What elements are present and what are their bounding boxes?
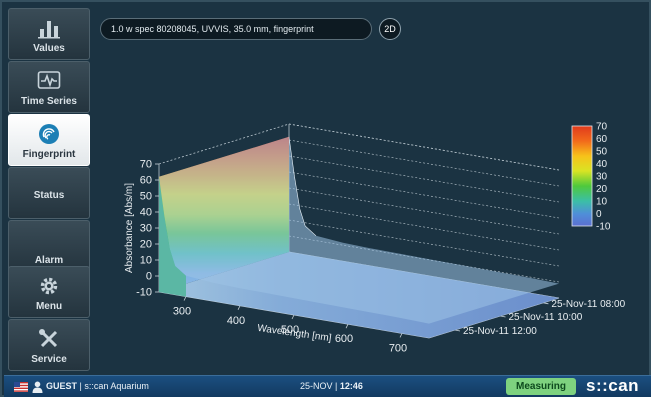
nav-status[interactable]: Status: [8, 167, 90, 219]
user-icon: [32, 381, 43, 393]
colorbar-tick-label: 0: [596, 209, 602, 220]
x-tick: [183, 296, 187, 301]
colorbar-tick-label: 40: [596, 159, 608, 170]
nav-status-label: Status: [33, 190, 65, 201]
z-tick-label: 25-Nov-11 12:00: [463, 326, 537, 337]
user-name: GUEST: [46, 381, 78, 391]
x-tick-label: 700: [389, 342, 407, 354]
nav-menu-label: Menu: [35, 301, 63, 312]
back-gridline: [288, 139, 560, 187]
y-axis-title: Absorbance [Abs/m]: [124, 183, 135, 273]
separator: |: [79, 381, 85, 391]
nav-alarm[interactable]: Alarm: [8, 220, 90, 272]
colorbar-tick-label: 20: [596, 184, 608, 195]
colorbar-tick-label: -10: [596, 222, 611, 233]
time-text: 12:46: [339, 381, 363, 391]
y-tick-label: 0: [146, 271, 152, 283]
nav-values[interactable]: Values: [8, 8, 90, 60]
back-gridline: [288, 171, 560, 219]
measuring-status[interactable]: Measuring: [506, 378, 576, 395]
nav-service[interactable]: Service: [8, 319, 90, 371]
x-tick: [291, 314, 295, 320]
y-tick-label: 40: [140, 207, 152, 219]
nav-menu[interactable]: Menu: [8, 266, 90, 318]
colorbar-gradient: [571, 125, 593, 227]
colorbar-tick-label: 30: [596, 172, 608, 183]
date-time: 25-NOV | 12:46: [300, 381, 363, 391]
wrench-screwdriver-icon: [39, 329, 58, 348]
sidebar: Values Time Series Fingerprint Status Al…: [8, 8, 90, 371]
x-tick-label: 400: [227, 315, 245, 327]
x-tick-label: 300: [173, 306, 191, 318]
back-gridline: [288, 155, 560, 203]
nav-service-label: Service: [31, 354, 67, 365]
surface-layer: [159, 136, 559, 338]
z-tick-label: 25-Nov-11 08:00: [551, 299, 625, 310]
back-gridline: [288, 123, 560, 171]
x-tick-label: 600: [335, 333, 353, 345]
x-tick-label: 500: [281, 324, 299, 336]
waveform-icon: [37, 71, 61, 89]
back-gridline: [288, 187, 560, 235]
colorbar-tick-label: 60: [596, 134, 608, 145]
surface-back-curve: [288, 136, 317, 237]
status-bar: GUEST | s::can Aquarium 25-NOV | 12:46 M…: [4, 375, 651, 397]
back-gridline: [288, 219, 560, 267]
y-tick-label: 10: [140, 255, 152, 267]
fingerprint-icon: [39, 124, 59, 144]
nav-fingerprint-label: Fingerprint: [22, 149, 76, 160]
bar-chart-icon: [38, 21, 60, 39]
z-tick: [500, 315, 506, 318]
view-2d-button[interactable]: 2D: [379, 18, 401, 40]
nav-fingerprint[interactable]: Fingerprint: [8, 114, 90, 166]
surface-top: [159, 136, 559, 324]
user-info: GUEST | s::can Aquarium: [46, 381, 149, 391]
date-text: 25-NOV: [300, 381, 333, 391]
y-tick-label: 70: [140, 159, 152, 171]
flag-icon[interactable]: [14, 382, 28, 392]
left-top-edge: [158, 123, 290, 165]
separator: |: [335, 381, 340, 391]
y-tick-label: 50: [140, 191, 152, 203]
back-gridline: [288, 203, 560, 251]
y-tick-label: -10: [136, 287, 152, 299]
y-tick-label: 60: [140, 175, 152, 187]
spec-selector[interactable]: 1.0 w spec 80208045, UVVIS, 35.0 mm, fin…: [100, 18, 372, 40]
gear-icon: [40, 277, 58, 295]
colorbar-tick-label: 50: [596, 147, 608, 158]
y-tick-label: 30: [140, 223, 152, 235]
y-tick-label: 20: [140, 239, 152, 251]
z-tick-label: 25-Nov-11 10:00: [509, 312, 583, 323]
nav-time-series-label: Time Series: [21, 96, 77, 107]
nav-values-label: Values: [33, 43, 65, 54]
z-tick: [454, 329, 461, 332]
z-tick: [543, 302, 549, 305]
x-tick: [237, 305, 241, 310]
nav-time-series[interactable]: Time Series: [8, 61, 90, 113]
brand-logo: s::can: [586, 376, 640, 395]
nav-alarm-label: Alarm: [34, 255, 64, 266]
colorbar-tick-label: 10: [596, 197, 608, 208]
x-tick: [399, 333, 403, 338]
location-name: s::can Aquarium: [84, 381, 149, 391]
colorbar-tick-label: 70: [596, 122, 608, 133]
x-tick: [345, 324, 349, 329]
surface-front-decay: [159, 176, 186, 297]
